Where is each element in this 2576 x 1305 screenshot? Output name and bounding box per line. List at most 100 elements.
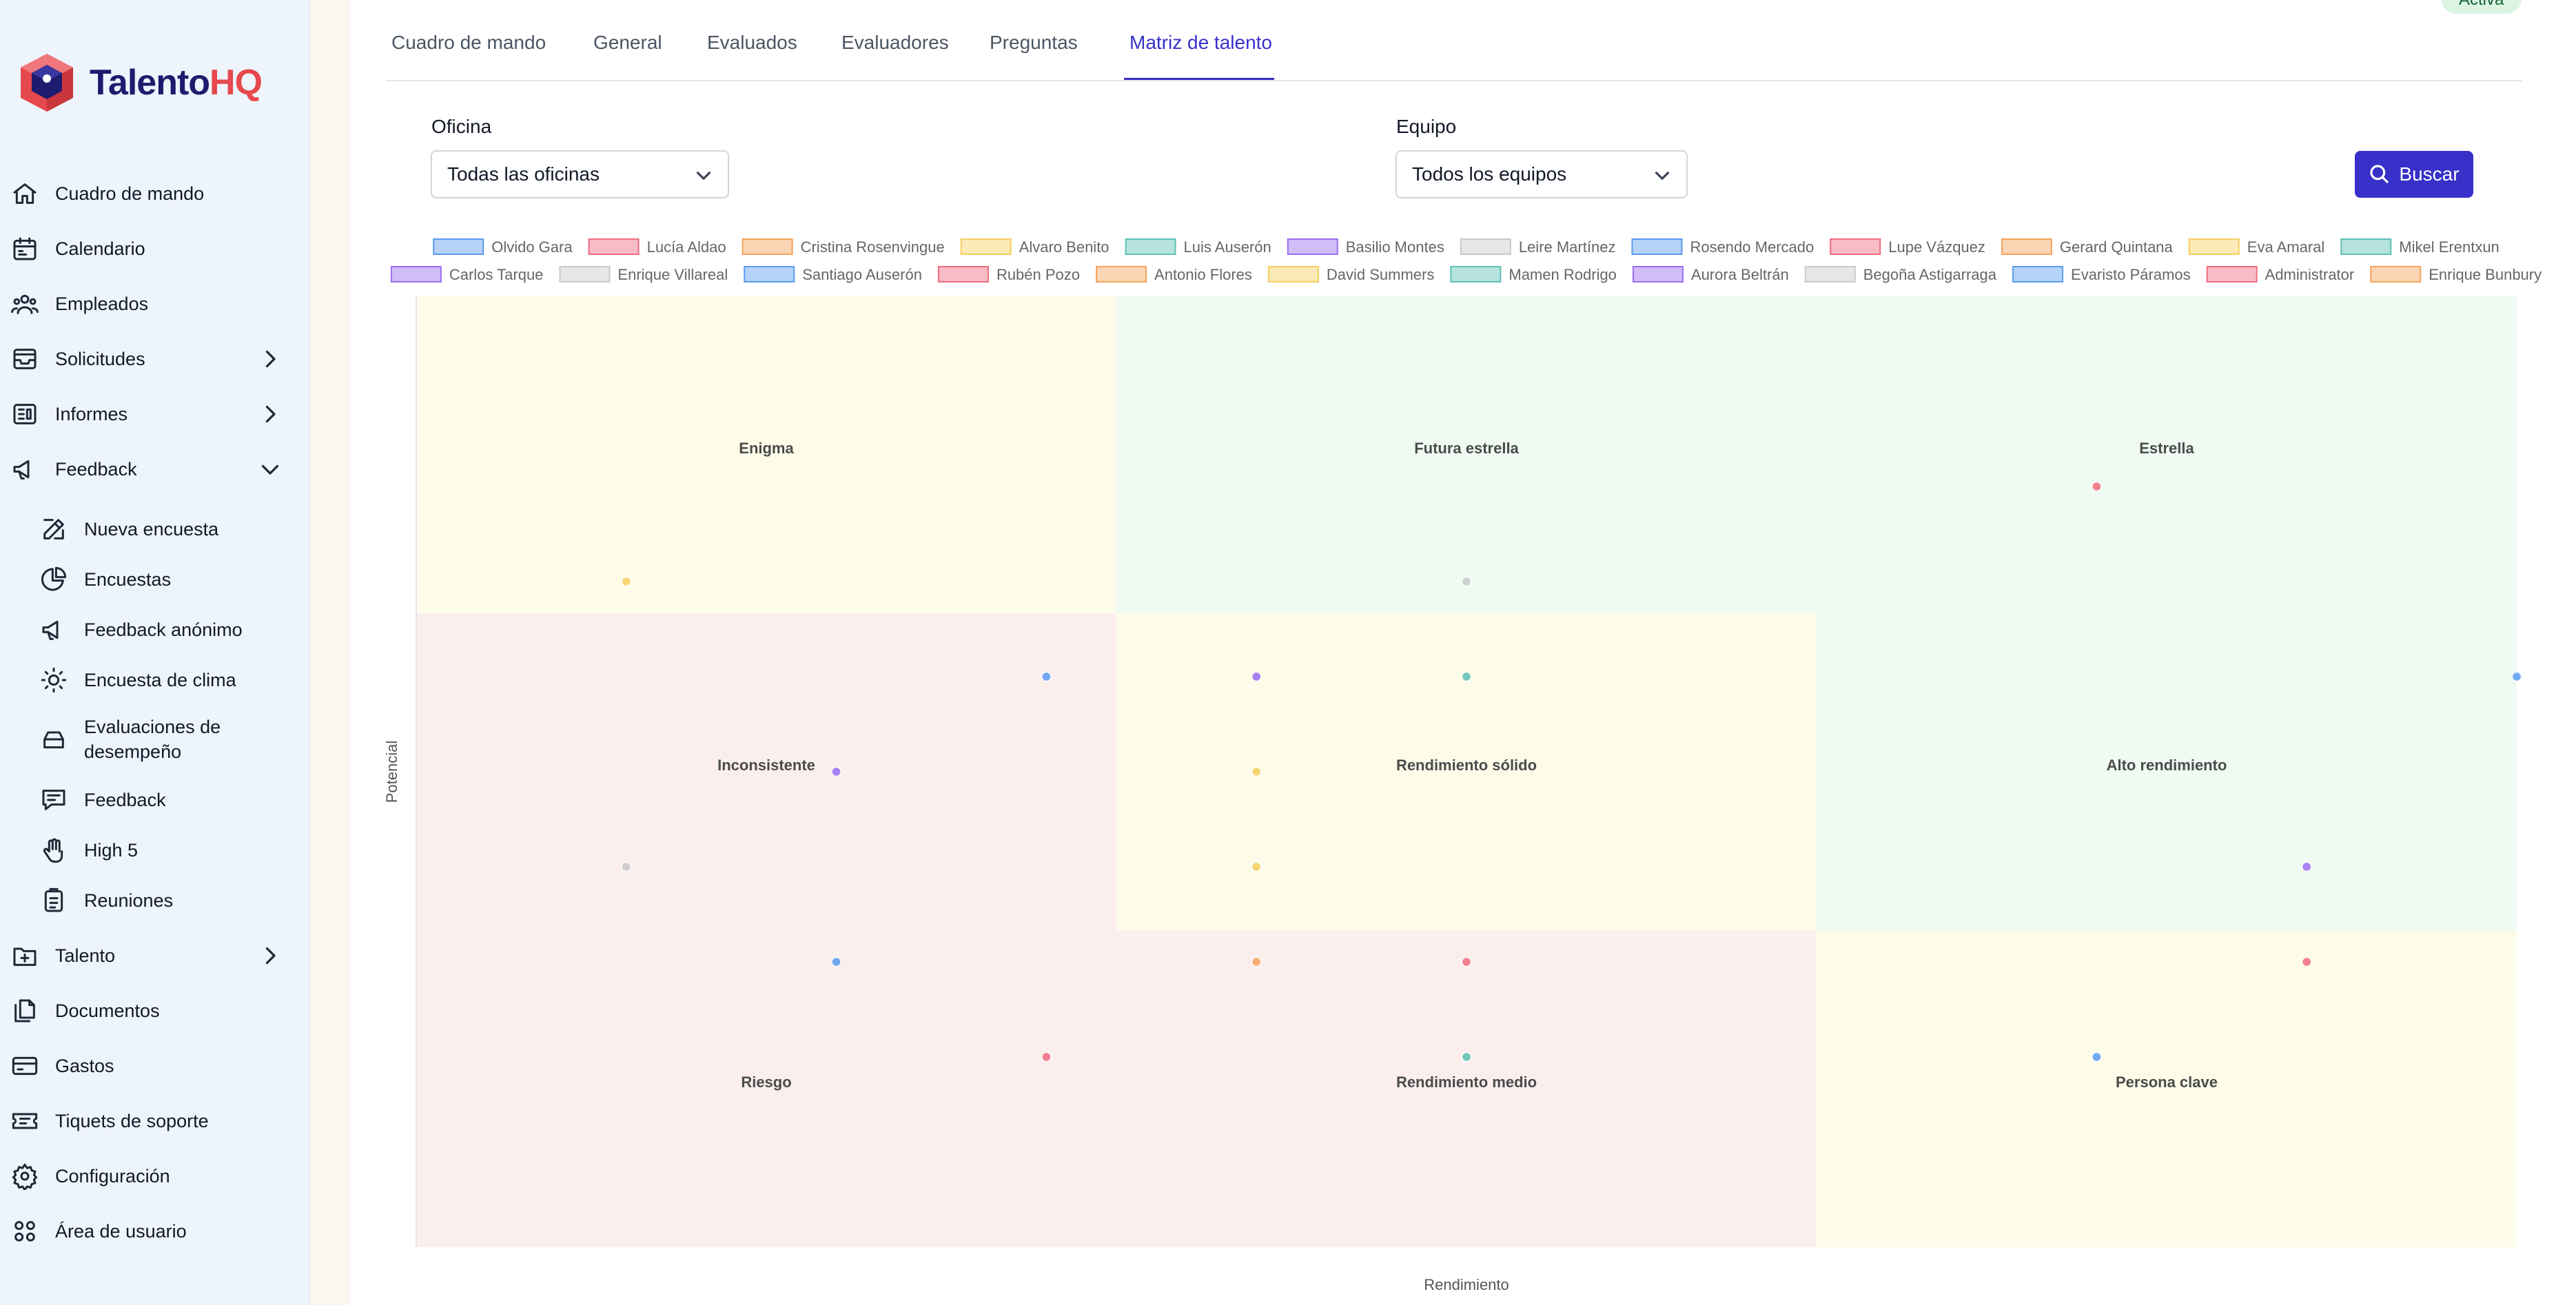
nav-gastos[interactable]: Gastos: [10, 1045, 296, 1087]
nav-solicitudes[interactable]: Solicitudes: [10, 338, 296, 380]
sub-label: Feedback: [84, 790, 166, 810]
zone-4: [1116, 613, 1817, 930]
legend-label: Mikel Erentxun: [2399, 238, 2500, 256]
home-icon: [10, 178, 40, 209]
tab-general[interactable]: General: [593, 32, 662, 53]
nav-documentos[interactable]: Documentos: [10, 990, 296, 1031]
legend-swatch: [1450, 266, 1502, 282]
legend-swatch: [1267, 266, 1319, 282]
pie-chart-icon: [39, 564, 69, 595]
tab-cuadro-de-mando[interactable]: Cuadro de mando: [391, 32, 546, 53]
data-point: [621, 861, 631, 872]
nav-feedback[interactable]: Feedback: [10, 449, 296, 490]
legend-label: Luis Auserón: [1184, 238, 1271, 256]
logo-cube-icon: [21, 54, 73, 112]
legend-label: David Summers: [1327, 266, 1434, 283]
data-point: [621, 576, 631, 587]
data-point: [2302, 861, 2312, 872]
nav-label: Empleados: [55, 293, 149, 314]
nav-cuadro-de-mando[interactable]: Cuadro de mando: [10, 173, 296, 214]
sub-feedback-anonimo[interactable]: Feedback anónimo: [39, 610, 294, 649]
chevron-right-icon[interactable]: [258, 347, 283, 371]
tab-evaluadores[interactable]: Evaluadores: [841, 32, 949, 53]
documents-icon: [10, 996, 40, 1026]
chevron-down-icon[interactable]: [258, 457, 283, 482]
legend-swatch: [1804, 266, 1856, 282]
chevron-right-icon[interactable]: [258, 943, 283, 968]
legend-swatch: [2370, 266, 2422, 282]
legend-label: Enrique Bunbury: [2429, 266, 2542, 283]
legend-label: Rosendo Mercado: [1690, 238, 1814, 256]
nav-label: Calendario: [55, 238, 145, 259]
legend-swatch: [960, 238, 1012, 255]
sub-high-5[interactable]: High 5: [39, 831, 294, 870]
tab-evaluados[interactable]: Evaluados: [707, 32, 797, 53]
legend-label: Carlos Tarque: [449, 266, 544, 283]
sub-reuniones[interactable]: Reuniones: [39, 881, 294, 920]
zone-label: Inconsistente: [717, 757, 815, 774]
nav-talento[interactable]: Talento: [10, 935, 296, 976]
zone-1: [1116, 296, 1817, 613]
legend-swatch: [1631, 238, 1683, 255]
chevron-down-icon: [1650, 164, 1674, 187]
zone-label: Rendimiento sólido: [1396, 757, 1537, 774]
sub-label: Nueva encuesta: [84, 519, 219, 540]
chevron-down-icon: [692, 164, 715, 187]
users-icon: [10, 289, 40, 319]
legend-label: Evaristo Páramos: [2071, 266, 2191, 283]
legend-swatch: [2206, 266, 2258, 282]
data-point: [1251, 861, 1262, 872]
legend-swatch: [588, 238, 640, 255]
data-point: [831, 766, 841, 777]
zone-6: [416, 930, 1116, 1247]
data-point: [2511, 671, 2522, 682]
app-logo[interactable]: TalentoHQ: [18, 51, 263, 114]
legend-label: Begoña Astigarraga: [1863, 266, 1997, 283]
zone-label: Riesgo: [741, 1073, 791, 1091]
tray-icon: [39, 724, 69, 754]
sub-evaluaciones-de-desempeno[interactable]: Evaluaciones de desempeño: [39, 711, 294, 768]
nav-label: Área de usuario: [55, 1220, 187, 1242]
nav-tiquets-de-soporte[interactable]: Tiquets de soporte: [10, 1100, 296, 1142]
legend-label: Cristina Rosenvingue: [801, 238, 945, 256]
search-icon: [2370, 165, 2389, 184]
brand-name: TalentoHQ: [90, 63, 263, 103]
team-select[interactable]: Todos los equipos: [1396, 150, 1688, 198]
nav-calendario[interactable]: Calendario: [10, 228, 296, 269]
legend-swatch: [1460, 238, 1511, 255]
status-badge: Activa: [2441, 0, 2522, 14]
search-button[interactable]: Buscar: [2355, 151, 2473, 198]
zone-label: Rendimiento medio: [1396, 1073, 1537, 1091]
legend-label: Administrator: [2265, 266, 2355, 283]
legend-label: Lucía Aldao: [647, 238, 726, 256]
sub-label: Reuniones: [84, 890, 174, 911]
legend-label: Mamen Rodrigo: [1509, 266, 1617, 283]
tab-preguntas[interactable]: Preguntas: [990, 32, 1078, 53]
team-filter-label: Equipo: [1396, 116, 1457, 137]
zone-label: Futura estrella: [1414, 440, 1519, 457]
zone-0: [416, 296, 1116, 613]
megaphone-icon: [39, 615, 69, 645]
calendar-icon: [10, 234, 40, 264]
sub-nueva-encuesta[interactable]: Nueva encuesta: [39, 510, 294, 548]
nav-label: Gastos: [55, 1055, 114, 1076]
legend-swatch: [1632, 266, 1684, 282]
sub-encuestas[interactable]: Encuestas: [39, 560, 294, 599]
nav-area-de-usuario[interactable]: Área de usuario: [10, 1211, 296, 1252]
sub-feedback[interactable]: Feedback: [39, 781, 294, 819]
main-content: Activa Cuadro de mando General Evaluados…: [350, 0, 2576, 1305]
nav-empleados[interactable]: Empleados: [10, 283, 296, 325]
legend-label: Santiago Auserón: [802, 266, 922, 283]
legend-label: Rubén Pozo: [996, 266, 1080, 283]
nav-configuracion[interactable]: Configuración: [10, 1155, 296, 1197]
zone-label: Persona clave: [2116, 1073, 2218, 1091]
sub-encuesta-de-clima[interactable]: Encuesta de clima: [39, 661, 294, 699]
legend-swatch: [1287, 238, 1338, 255]
y-axis-title: Potencial: [383, 741, 400, 803]
nav-label: Feedback: [55, 458, 137, 480]
nav-informes[interactable]: Informes: [10, 393, 296, 435]
tab-matriz-de-talento[interactable]: Matriz de talento: [1124, 32, 1274, 80]
data-point: [2092, 481, 2102, 492]
office-select[interactable]: Todas las oficinas: [431, 150, 729, 198]
chevron-right-icon[interactable]: [258, 402, 283, 427]
